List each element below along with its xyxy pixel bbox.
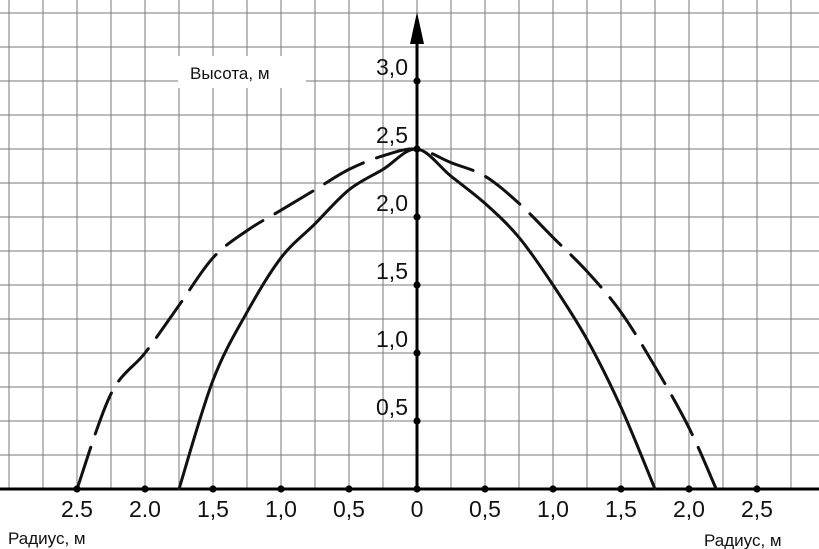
y-tick-label: 3,0 bbox=[376, 54, 408, 80]
labels-group: Высота, м Радиус, м Радиус, м bbox=[0, 56, 819, 549]
x-tick-label: 2.5 bbox=[61, 496, 93, 522]
y-tick-dot bbox=[413, 281, 421, 289]
y-tick-dot bbox=[413, 77, 421, 85]
y-tick-label: 1,0 bbox=[376, 326, 408, 352]
axes bbox=[0, 12, 819, 491]
y-tick-label: 0,5 bbox=[376, 394, 408, 420]
dashed-series-line bbox=[75, 147, 718, 491]
x-tick-label: 1,5 bbox=[605, 496, 637, 522]
y-axis-arrow bbox=[410, 12, 424, 44]
x-tick-label: 0,5 bbox=[333, 496, 365, 522]
x-tick-dot bbox=[141, 485, 149, 493]
ticks-group: 2.5 2.0 1,5 1,0 0,5 0 0,5 1,0 1,5 2,0 2,5 0,5 1,0 1,5… bbox=[61, 54, 773, 522]
x-tick-dot bbox=[481, 485, 489, 493]
x-tick-dot bbox=[617, 485, 625, 493]
y-tick-label: 2,5 bbox=[376, 122, 408, 148]
x-tick-dot bbox=[549, 485, 557, 493]
y-axis-label: Высота, м bbox=[190, 64, 270, 83]
x-tick-dot bbox=[209, 485, 217, 493]
xlabel-right-background bbox=[700, 526, 819, 549]
x-tick-dot bbox=[345, 485, 353, 493]
x-tick-dot bbox=[277, 485, 285, 493]
x-tick-label: 2.0 bbox=[129, 496, 161, 522]
x-axis-label-right: Радиус, м bbox=[704, 531, 782, 549]
x-tick-dot bbox=[753, 485, 761, 493]
x-tick-label: 1,0 bbox=[265, 496, 297, 522]
y-tick-dot bbox=[413, 145, 421, 153]
y-tick-label: 2,0 bbox=[376, 190, 408, 216]
x-tick-dot bbox=[73, 485, 81, 493]
x-tick-label: 2,0 bbox=[673, 496, 705, 522]
y-tick-label: 1,5 bbox=[376, 258, 408, 284]
x-tick-label: 2,5 bbox=[741, 496, 773, 522]
x-axis-label-left: Радиус, м bbox=[8, 529, 86, 548]
y-tick-dot bbox=[413, 349, 421, 357]
y-tick-dot bbox=[413, 417, 421, 425]
x-tick-label: 1,0 bbox=[537, 496, 569, 522]
grid bbox=[0, 0, 819, 489]
xlabel-left-background bbox=[0, 526, 135, 549]
y-tick-dot bbox=[413, 213, 421, 221]
x-tick-label: 1,5 bbox=[197, 496, 229, 522]
x-tick-label: 0,5 bbox=[469, 496, 501, 522]
origin-dot bbox=[413, 485, 421, 493]
x-tick-label-center: 0 bbox=[411, 496, 424, 522]
x-tick-dot bbox=[685, 485, 693, 493]
ylabel-background bbox=[178, 56, 306, 88]
